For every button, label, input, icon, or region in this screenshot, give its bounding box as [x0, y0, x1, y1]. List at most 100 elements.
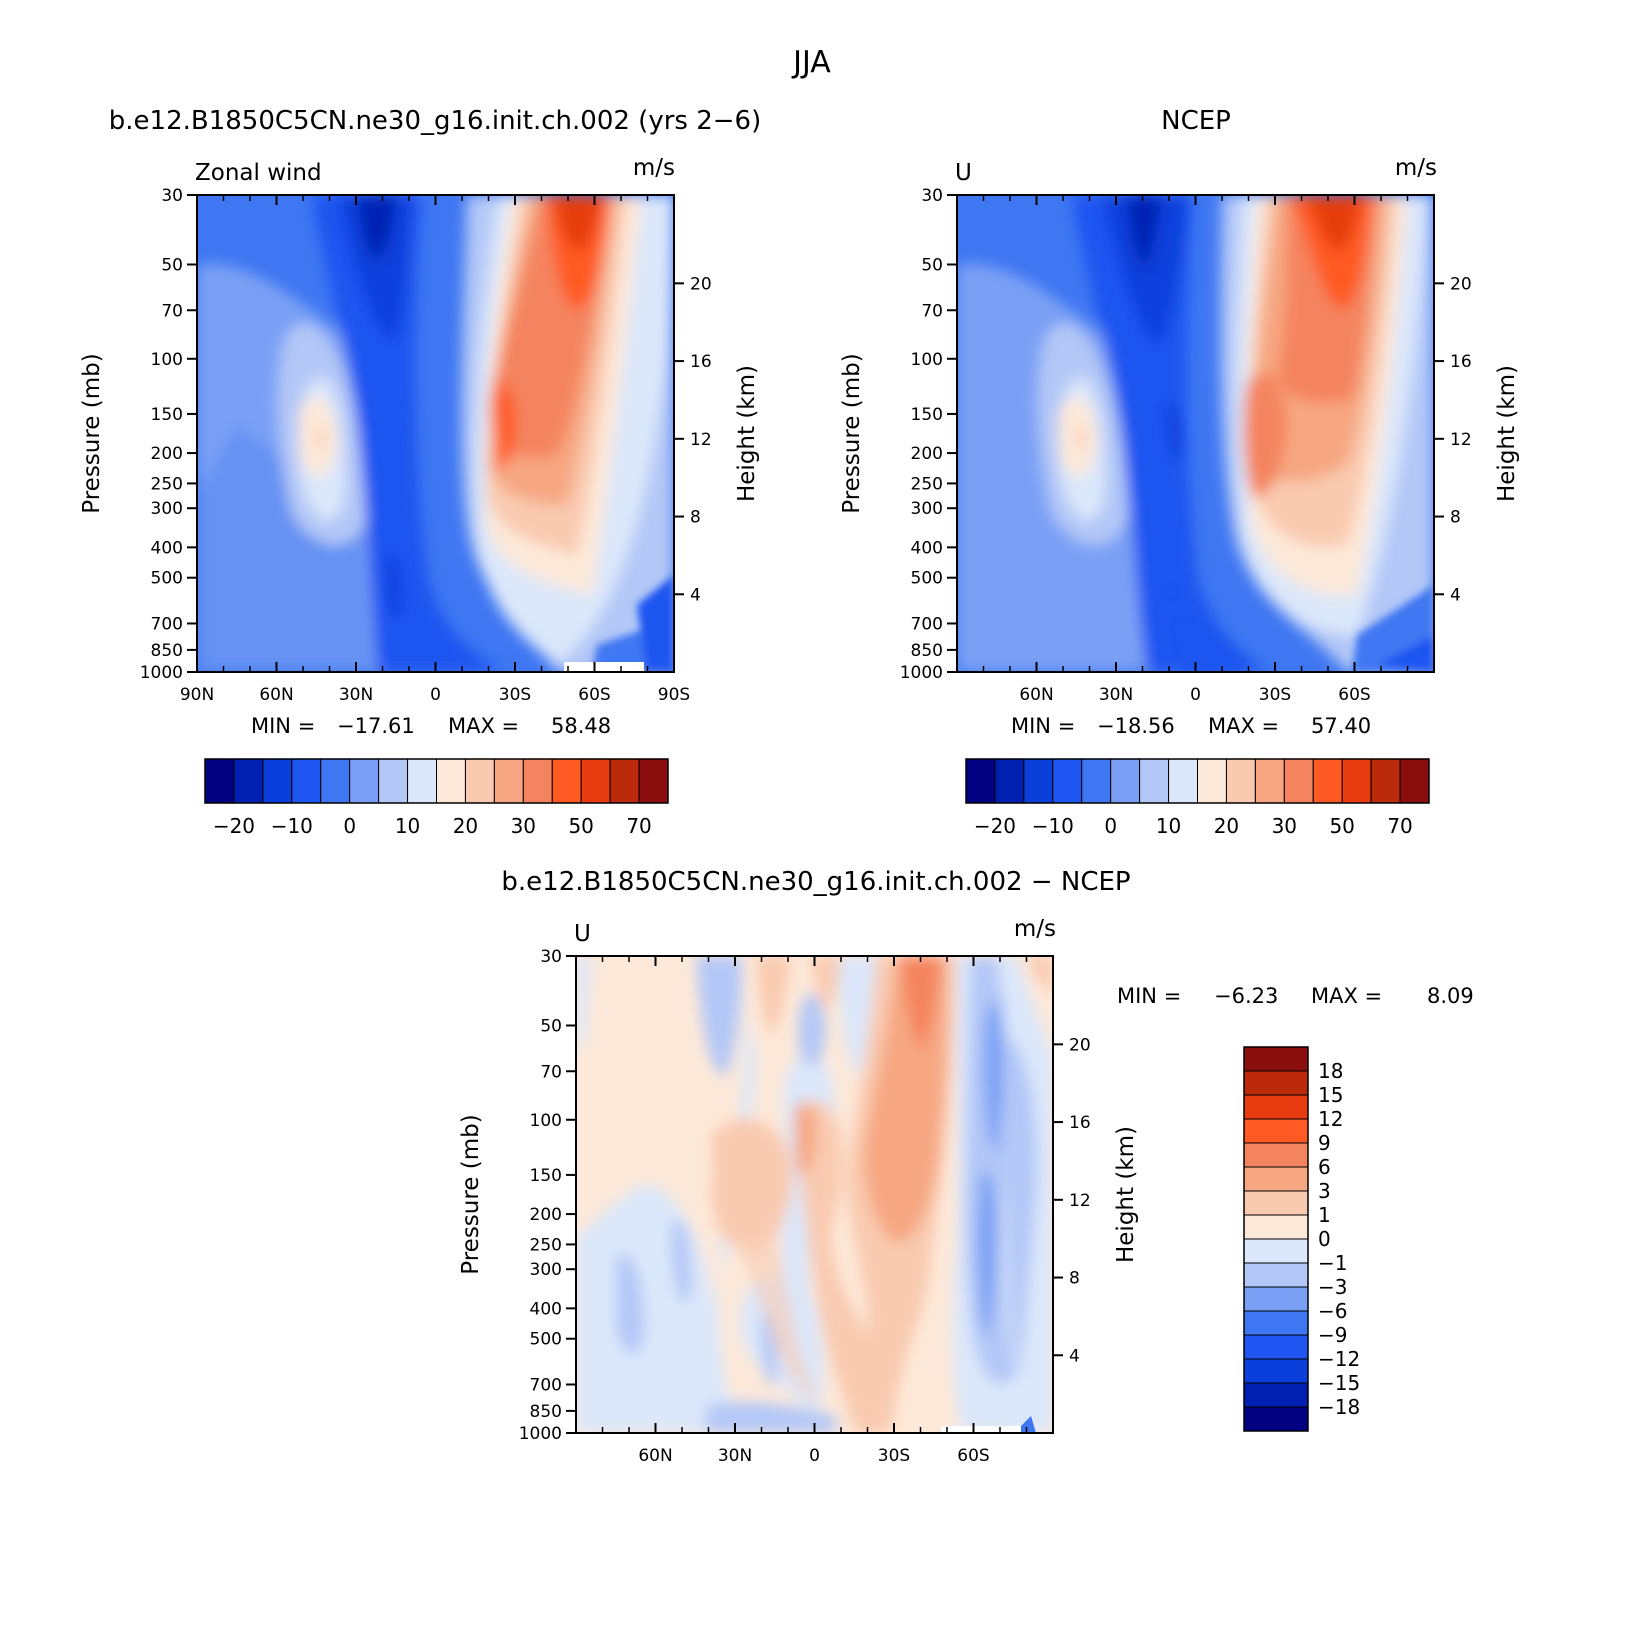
panel-right-max-value: 57.40	[1311, 714, 1371, 738]
pressure-tick-label: 400	[530, 1299, 562, 1319]
colorbar-swatch	[1243, 1190, 1309, 1216]
colorbar-swatch	[1243, 1046, 1309, 1072]
pressure-tick-label: 30	[161, 186, 183, 206]
pressure-tick-label: 300	[151, 499, 183, 519]
colorbar-swatch	[1243, 1262, 1309, 1288]
height-tick-label: 4	[1069, 1346, 1080, 1366]
colorbar-label: −9	[1318, 1323, 1347, 1347]
colorbar-label: 0	[1318, 1227, 1331, 1251]
colorbar-label: 1	[1318, 1203, 1331, 1227]
pressure-tick-label: 850	[530, 1402, 562, 1422]
colorbar-swatch	[1110, 758, 1141, 804]
panel-right-plot	[957, 195, 1434, 672]
pressure-tick-label: 200	[530, 1205, 562, 1225]
colorbar-label: 10	[1156, 814, 1181, 838]
pressure-tick-label: 150	[151, 405, 183, 425]
panel-left-colorbar: −20 −10 0 10 20 30 50 70	[204, 758, 669, 838]
pressure-tick-label: 200	[151, 444, 183, 464]
lat-tick-label: 90S	[658, 685, 690, 705]
colorbar-label: −20	[974, 814, 1016, 838]
panel-bottom-title: b.e12.B1850C5CN.ne30_g16.init.ch.002 − N…	[501, 867, 1130, 897]
lat-tick-label: 0	[809, 1446, 820, 1466]
height-tick-label: 8	[690, 508, 701, 528]
colorbar-swatch	[522, 758, 553, 804]
colorbar-swatch	[291, 758, 322, 804]
panel-right: NCEP U m/s	[839, 106, 1520, 838]
panel-left-min-label: MIN =	[251, 714, 315, 738]
pressure-tick-label: 100	[151, 350, 183, 370]
colorbar-swatch	[1243, 1358, 1309, 1384]
colorbar-swatch	[204, 758, 235, 804]
colorbar-swatch	[1225, 758, 1256, 804]
height-tick-label: 4	[690, 585, 701, 605]
y-axis-right-label: Height (km)	[734, 365, 760, 502]
panel-bottom-max-label: MAX =	[1311, 984, 1382, 1008]
panel-left-title: b.e12.B1850C5CN.ne30_g16.init.ch.002 (yr…	[109, 106, 761, 136]
height-tick-label: 8	[1069, 1269, 1080, 1289]
height-tick-label: 16	[1450, 352, 1472, 372]
panel-right-colorbar: −20 −10 0 10 20 30 50 70	[965, 758, 1430, 838]
figure-title: JJA	[791, 45, 831, 80]
pressure-tick-label: 850	[911, 641, 943, 661]
colorbar-swatch	[1243, 1406, 1309, 1432]
colorbar-label: 6	[1318, 1155, 1331, 1179]
height-tick-label: 8	[1450, 508, 1461, 528]
panel-bottom: b.e12.B1850C5CN.ne30_g16.init.ch.002 − N…	[458, 867, 1474, 1466]
y-axis-label: Pressure (mb)	[839, 353, 865, 513]
lat-tick-label: 30N	[718, 1446, 752, 1466]
pressure-tick-label: 1000	[519, 1424, 562, 1444]
colorbar-swatch	[1243, 1118, 1309, 1144]
pressure-tick-label: 300	[530, 1260, 562, 1280]
colorbar-label: 20	[1214, 814, 1239, 838]
colorbar-frame	[204, 758, 669, 804]
colorbar-label: 30	[511, 814, 536, 838]
colorbar-swatch	[1139, 758, 1170, 804]
colorbar-swatch	[580, 758, 611, 804]
pressure-tick-label: 70	[161, 301, 183, 321]
colorbar-label: −12	[1318, 1347, 1360, 1371]
colorbar-swatch	[1370, 758, 1401, 804]
colorbar-frame	[1243, 1046, 1309, 1432]
colorbar-label: 20	[453, 814, 478, 838]
colorbar-label: −6	[1318, 1299, 1347, 1323]
panel-bottom-min-label: MIN =	[1117, 984, 1181, 1008]
pressure-tick-label: 300	[911, 499, 943, 519]
colorbar-swatch	[1197, 758, 1227, 804]
colorbar-label: 30	[1272, 814, 1297, 838]
height-tick-label: 20	[1069, 1035, 1091, 1055]
lat-tick-label: 30S	[1259, 685, 1291, 705]
colorbar-swatch	[609, 758, 640, 804]
pressure-tick-label: 150	[530, 1166, 562, 1186]
colorbar-swatch	[1254, 758, 1285, 804]
colorbar-swatch	[436, 758, 466, 804]
lat-tick-label: 60N	[259, 685, 293, 705]
pressure-tick-label: 1000	[900, 663, 943, 683]
colorbar-swatch	[1243, 1094, 1309, 1120]
colorbar-swatch	[1243, 1070, 1309, 1096]
panel-left-plot	[197, 195, 674, 672]
y-axis-right-label: Height (km)	[1494, 365, 1520, 502]
height-tick-label: 16	[690, 352, 712, 372]
colorbar-swatch	[1243, 1238, 1309, 1264]
panel-right-variable-label: U	[955, 160, 972, 186]
panel-bottom-plot	[576, 956, 1053, 1433]
colorbar-swatch	[233, 758, 264, 804]
colorbar-label: 18	[1318, 1059, 1343, 1083]
panel-left-units-label: m/s	[633, 155, 675, 181]
lat-tick-label: 60N	[1019, 685, 1053, 705]
pressure-tick-label: 700	[151, 614, 183, 634]
colorbar-label: −18	[1318, 1395, 1360, 1419]
colorbar-swatch	[1243, 1142, 1309, 1168]
colorbar-swatch	[1052, 758, 1083, 804]
pressure-tick-label: 700	[911, 614, 943, 634]
pressure-tick-label: 70	[921, 301, 943, 321]
y-axis-label: Pressure (mb)	[79, 353, 105, 513]
colorbar-label: 70	[1387, 814, 1412, 838]
colorbar-label: −1	[1318, 1251, 1347, 1275]
pressure-tick-label: 500	[911, 569, 943, 589]
colorbar-label: −10	[1032, 814, 1074, 838]
pressure-tick-label: 50	[161, 255, 183, 275]
pressure-tick-label: 400	[151, 538, 183, 558]
